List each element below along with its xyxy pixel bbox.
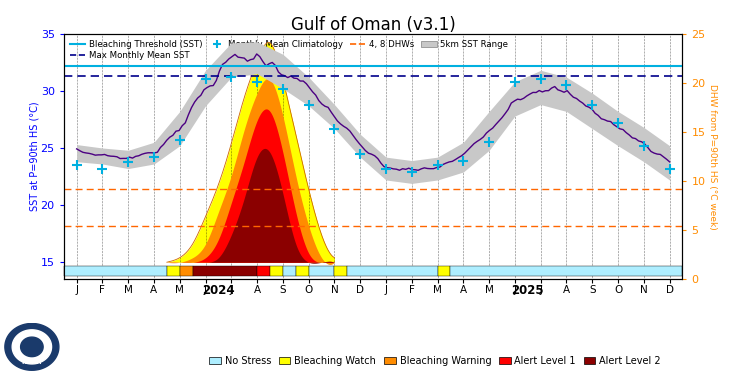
Polygon shape bbox=[21, 337, 43, 357]
Text: 2024: 2024 bbox=[202, 284, 235, 297]
Text: 2025: 2025 bbox=[512, 284, 544, 297]
Bar bbox=[347, 266, 437, 276]
Y-axis label: DHW from P=90th HS (°C week): DHW from P=90th HS (°C week) bbox=[709, 84, 718, 230]
Bar bbox=[193, 266, 257, 276]
Legend: Bleaching Threshold (SST), Max Monthly Mean SST, Monthly Mean Climatology, 4, 8 : Bleaching Threshold (SST), Max Monthly M… bbox=[68, 38, 510, 62]
Bar bbox=[451, 266, 682, 276]
Bar bbox=[257, 266, 270, 276]
Bar bbox=[283, 266, 296, 276]
Bar bbox=[437, 266, 451, 276]
Polygon shape bbox=[12, 330, 52, 364]
Bar bbox=[296, 266, 309, 276]
Title: Gulf of Oman (v3.1): Gulf of Oman (v3.1) bbox=[291, 16, 455, 34]
Y-axis label: SST at P=90th HS (°C): SST at P=90th HS (°C) bbox=[29, 102, 39, 211]
Bar bbox=[309, 266, 334, 276]
Bar bbox=[334, 266, 347, 276]
Polygon shape bbox=[5, 324, 58, 370]
Bar bbox=[270, 266, 283, 276]
Bar bbox=[180, 266, 193, 276]
Bar bbox=[166, 266, 180, 276]
Text: NOAA: NOAA bbox=[22, 360, 42, 365]
Bar bbox=[64, 266, 167, 276]
Legend: No Stress, Bleaching Watch, Bleaching Warning, Alert Level 1, Alert Level 2: No Stress, Bleaching Watch, Bleaching Wa… bbox=[206, 352, 664, 370]
